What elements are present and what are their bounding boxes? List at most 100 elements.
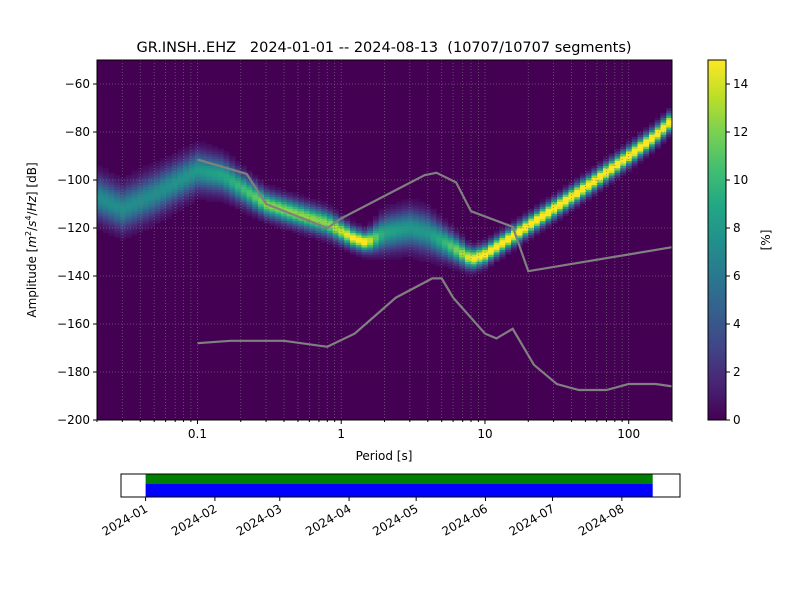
pdf-cell (401, 235, 408, 238)
pdf-cell (608, 177, 615, 181)
pdf-cell (361, 237, 368, 241)
pdf-cell (223, 170, 230, 174)
pdf-cell (413, 228, 420, 231)
pdf-cell (413, 247, 420, 250)
pdf-cell (223, 194, 230, 198)
pdf-cell (424, 223, 431, 226)
pdf-cell (206, 165, 213, 169)
pdf-cell (292, 196, 299, 200)
pdf-cell (568, 192, 575, 195)
pdf-cell (97, 182, 104, 186)
pdf-cell (551, 220, 558, 224)
pdf-cell (131, 194, 138, 198)
pdf-cell (332, 216, 339, 219)
pdf-cell (309, 213, 316, 217)
pdf-cell (217, 184, 224, 188)
pdf-cell (189, 148, 196, 152)
pdf-cell (102, 208, 109, 212)
pdf-cell (154, 175, 161, 178)
pdf-cell (396, 242, 403, 246)
pdf-cell (545, 206, 552, 210)
pdf-cell (298, 230, 305, 234)
pdf-cell (539, 204, 546, 207)
pdf-cell (240, 211, 247, 214)
pdf-cell (332, 244, 339, 248)
pdf-cell (424, 240, 431, 243)
pdf-cell (534, 220, 541, 224)
pdf-cell (516, 232, 523, 236)
pdf-cell (114, 175, 121, 178)
pdf-cell (131, 223, 138, 226)
pdf-cell (223, 163, 230, 166)
pdf-cell (522, 237, 529, 241)
pdf-cell (649, 134, 656, 138)
pdf-cell (597, 168, 604, 171)
pdf-cell (304, 235, 311, 238)
pdf-cell (102, 172, 109, 176)
pdf-cell (246, 208, 253, 212)
pdf-cell (654, 139, 661, 142)
pdf-cell (430, 261, 437, 265)
pdf-cell (666, 108, 672, 111)
pdf-cell (447, 237, 454, 241)
pdf-cell (407, 199, 414, 202)
pdf-cell (424, 228, 431, 231)
colorbar-tick-label: 14 (733, 77, 748, 91)
pdf-cell (591, 165, 598, 169)
pdf-cell (183, 168, 190, 171)
pdf-cell (580, 184, 587, 188)
pdf-cell (206, 144, 213, 147)
pdf-cell (419, 204, 426, 207)
pdf-cell (597, 160, 604, 164)
pdf-cell (166, 156, 173, 159)
pdf-cell (562, 204, 569, 207)
pdf-cell (367, 223, 374, 226)
pdf-cell (281, 204, 288, 207)
pdf-cell (378, 208, 385, 212)
pdf-cell (603, 165, 610, 169)
pdf-cell (177, 208, 184, 212)
pdf-cell (97, 192, 104, 195)
pdf-cell (120, 187, 127, 190)
pdf-cell (315, 204, 322, 207)
pdf-cell (626, 141, 633, 145)
pdf-cell (654, 117, 661, 121)
pdf-cell (585, 194, 592, 198)
pdf-cell (390, 230, 397, 234)
pdf-cell (125, 220, 132, 224)
pdf-cell (252, 182, 259, 186)
pdf-cell (160, 170, 167, 174)
pdf-cell (401, 220, 408, 224)
pdf-cell (108, 192, 115, 195)
pdf-cell (97, 206, 104, 210)
pdf-cell (499, 235, 506, 238)
pdf-cell (396, 211, 403, 214)
pdf-cell (499, 249, 506, 253)
pdf-cell (263, 192, 270, 195)
pdf-cell (240, 208, 247, 212)
pdf-cell (447, 261, 454, 265)
pdf-cell (240, 189, 247, 193)
pdf-cell (603, 168, 610, 171)
y-tick-label: −140 (57, 269, 90, 283)
pdf-cell (206, 170, 213, 174)
pdf-cell (413, 199, 420, 202)
pdf-cell (125, 182, 132, 186)
pdf-cell (114, 194, 121, 198)
pdf-cell (603, 160, 610, 164)
pdf-cell (534, 230, 541, 234)
pdf-cell (131, 172, 138, 176)
pdf-cell (166, 165, 173, 169)
pdf-cell (505, 237, 512, 241)
pdf-cell (292, 208, 299, 212)
pdf-cell (396, 220, 403, 224)
pdf-cell (286, 228, 293, 231)
pdf-cell (229, 163, 236, 166)
pdf-cell (292, 218, 299, 222)
pdf-cell (183, 160, 190, 164)
pdf-cell (470, 244, 477, 248)
pdf-cell (131, 189, 138, 193)
pdf-cell (666, 124, 672, 128)
pdf-cell (493, 252, 500, 255)
pdf-cell (384, 244, 391, 248)
